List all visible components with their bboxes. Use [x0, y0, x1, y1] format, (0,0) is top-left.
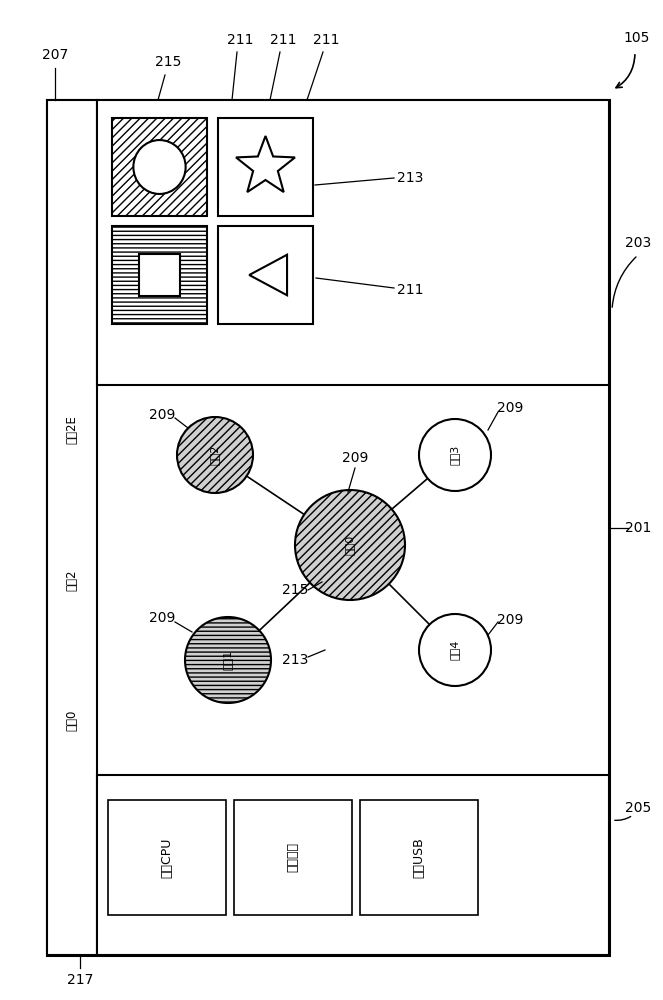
- Bar: [97, 100, 609, 385]
- Text: 215: 215: [155, 55, 181, 69]
- Text: 211: 211: [227, 33, 253, 47]
- Bar: [218, 118, 313, 216]
- Text: 211: 211: [313, 33, 339, 47]
- Text: 209: 209: [149, 611, 175, 625]
- Text: 层刖2E: 层刖2E: [66, 416, 78, 444]
- Bar: [47, 100, 609, 955]
- Text: 209: 209: [149, 408, 175, 422]
- Text: 105: 105: [624, 31, 650, 45]
- Text: 205: 205: [625, 801, 651, 815]
- Text: 层刖2: 层刖2: [66, 569, 78, 591]
- Bar: [360, 800, 478, 915]
- Text: 警告过程: 警告过程: [286, 842, 300, 872]
- Circle shape: [295, 490, 405, 600]
- Bar: [112, 118, 207, 216]
- Bar: [47, 100, 97, 955]
- Text: 错误USB: 错误USB: [412, 837, 426, 878]
- Ellipse shape: [133, 140, 186, 194]
- Bar: [112, 226, 207, 324]
- Text: 209: 209: [497, 613, 523, 627]
- Bar: [97, 775, 609, 955]
- Text: 209: 209: [497, 401, 523, 415]
- Text: 层刖0: 层刖0: [345, 535, 355, 555]
- Text: 层刖1: 层刖1: [223, 650, 233, 670]
- Bar: [234, 800, 352, 915]
- Circle shape: [177, 417, 253, 493]
- Text: 201: 201: [625, 521, 651, 535]
- Text: 层刖0: 层刖0: [66, 709, 78, 731]
- Bar: [139, 254, 180, 296]
- Polygon shape: [249, 255, 287, 295]
- Text: 层刖2: 层刖2: [210, 445, 220, 465]
- Text: 209: 209: [342, 451, 368, 465]
- Text: 层刖4: 层刖4: [450, 640, 460, 660]
- Text: 207: 207: [42, 48, 68, 62]
- Text: 217: 217: [67, 973, 93, 987]
- Circle shape: [419, 614, 491, 686]
- Text: 213: 213: [282, 653, 308, 667]
- Bar: [108, 800, 226, 915]
- Text: 错误CPU: 错误CPU: [160, 837, 174, 878]
- Text: 215: 215: [282, 583, 308, 597]
- Text: 213: 213: [397, 171, 423, 185]
- Bar: [218, 226, 313, 324]
- Circle shape: [419, 419, 491, 491]
- Text: 211: 211: [396, 283, 423, 297]
- Text: 层刖3: 层刖3: [450, 445, 460, 465]
- Circle shape: [185, 617, 271, 703]
- Text: 211: 211: [270, 33, 296, 47]
- Text: 203: 203: [625, 236, 651, 250]
- Polygon shape: [236, 136, 295, 192]
